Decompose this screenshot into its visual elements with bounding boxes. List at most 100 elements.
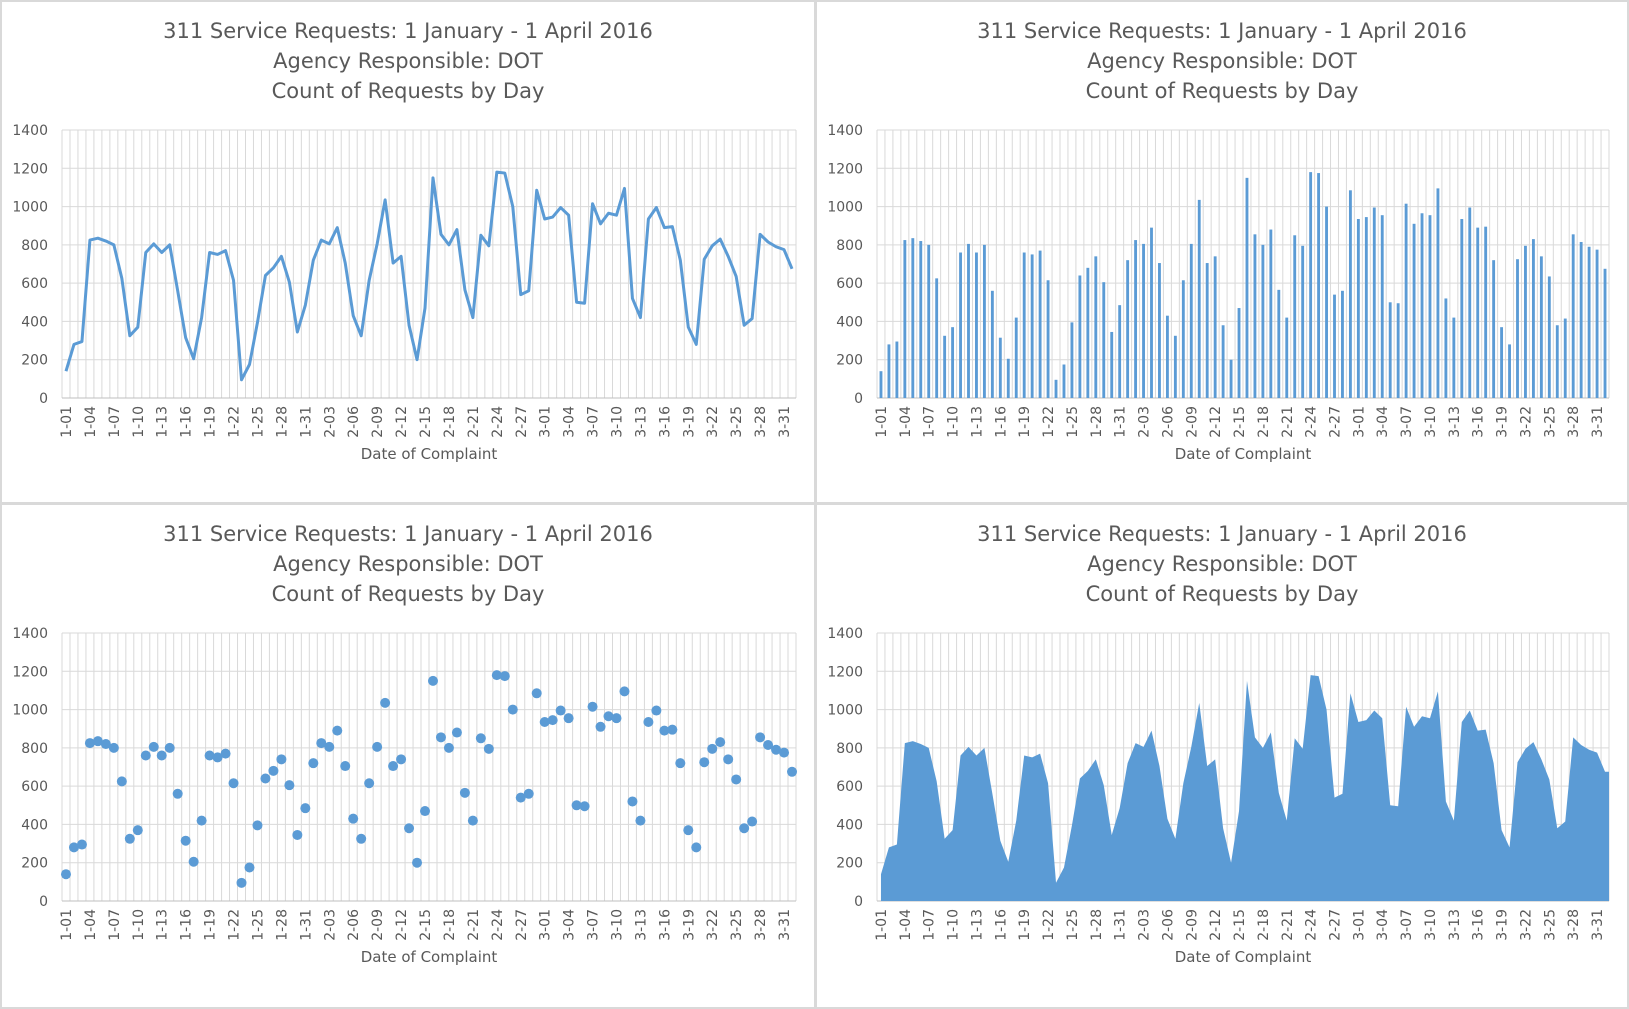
bar-3-25 xyxy=(1547,276,1551,398)
scatter-point-3-30 xyxy=(771,744,782,755)
bar-3-29 xyxy=(1579,241,1583,398)
x-tick-label: 3-25 xyxy=(729,909,745,941)
bar-2-04 xyxy=(1150,227,1153,398)
bar-1-16 xyxy=(998,337,1002,398)
x-tick-label: 1-16 xyxy=(993,406,1009,438)
scatter-point-1-06 xyxy=(100,739,111,750)
bar-2-19 xyxy=(1269,229,1273,398)
y-tick-label: 600 xyxy=(836,276,863,292)
x-tick-label: 1-31 xyxy=(1113,909,1129,941)
x-tick-label: 2-27 xyxy=(1328,909,1344,941)
bar-3-07 xyxy=(1404,203,1408,398)
y-tick-label: 0 xyxy=(39,391,48,407)
x-tick-label: 1-16 xyxy=(993,909,1009,941)
bar-1-28 xyxy=(1094,256,1098,398)
bar-1-23 xyxy=(1054,379,1058,398)
x-tick-label: 2-03 xyxy=(1137,406,1153,438)
series-marks xyxy=(64,170,794,382)
bar-chart: 311 Service Requests: 1 January - 1 Apri… xyxy=(827,19,1610,463)
scatter-point-3-04 xyxy=(563,713,574,724)
x-tick-label: 1-28 xyxy=(274,909,290,941)
x-tick-label: 3-31 xyxy=(1590,909,1606,941)
scatter-point-2-18 xyxy=(443,742,454,753)
scatter-point-1-11 xyxy=(140,750,151,761)
series-marks xyxy=(60,670,798,888)
bar-1-05 xyxy=(911,238,915,398)
bar-3-11 xyxy=(1436,188,1440,398)
bar-1-11 xyxy=(959,252,962,398)
scatter-point-3-25 xyxy=(731,774,742,785)
bar-2-01 xyxy=(1126,260,1130,398)
scatter-point-1-15 xyxy=(172,788,183,799)
scatter-point-3-28 xyxy=(755,732,766,743)
x-tick-label: 3-19 xyxy=(1495,909,1511,941)
x-tick-label: 3-01 xyxy=(538,406,554,438)
x-tick-label: 2-18 xyxy=(442,406,458,438)
gridlines xyxy=(876,129,1610,399)
scatter-point-3-18 xyxy=(675,758,686,769)
x-tick-label: 2-24 xyxy=(1304,909,1320,941)
bar-3-04 xyxy=(1380,215,1384,398)
y-tick-label: 800 xyxy=(836,741,863,757)
bar-2-17 xyxy=(1253,234,1257,398)
x-tick-label: 2-27 xyxy=(1328,406,1344,438)
bar-2-26 xyxy=(1325,206,1328,398)
x-tick-label: 2-18 xyxy=(1256,406,1272,438)
scatter-point-2-12 xyxy=(396,754,407,765)
bar-1-10 xyxy=(951,327,955,398)
scatter-point-2-24 xyxy=(491,670,502,681)
bar-3-20 xyxy=(1508,344,1511,398)
x-tick-label: 3-22 xyxy=(1518,406,1534,438)
y-tick-label: 1400 xyxy=(827,123,863,139)
scatter-point-3-13 xyxy=(635,815,646,826)
bar-1-09 xyxy=(943,335,947,398)
line-chart-panel: 311 Service Requests: 1 January - 1 Apri… xyxy=(2,2,814,502)
scatter-point-3-14 xyxy=(643,717,654,728)
bar-2-08 xyxy=(1181,280,1185,398)
x-tick-label: 3-10 xyxy=(609,909,625,941)
y-tick-label: 1400 xyxy=(12,626,48,642)
scatter-point-1-08 xyxy=(116,776,127,787)
x-tick-label: 2-21 xyxy=(466,406,482,438)
scatter-point-1-22 xyxy=(228,778,239,789)
bar-1-12 xyxy=(967,243,970,398)
scatter-point-2-15 xyxy=(420,806,431,817)
x-tick-label: 3-28 xyxy=(1566,909,1582,941)
scatter-point-3-11 xyxy=(619,686,630,697)
scatter-point-2-01 xyxy=(308,758,319,769)
scatter-point-2-02 xyxy=(316,738,327,749)
scatter-point-1-31 xyxy=(300,803,311,814)
y-tick-label: 1000 xyxy=(827,200,863,216)
series-marks xyxy=(880,675,1609,901)
x-tick-label: 1-19 xyxy=(1017,406,1033,438)
chart-title-line: Count of Requests by Day xyxy=(272,582,545,606)
scatter-point-3-21 xyxy=(699,757,710,768)
x-tick-label: 3-04 xyxy=(1375,406,1391,438)
y-tick-label: 200 xyxy=(836,353,863,369)
x-tick-label: 1-25 xyxy=(1065,909,1081,941)
y-tick-label: 200 xyxy=(836,856,863,872)
scatter-point-1-25 xyxy=(252,820,263,831)
scatter-point-2-26 xyxy=(507,704,518,715)
x-tick-label: 2-03 xyxy=(322,406,338,438)
x-axis-label: Date of Complaint xyxy=(1175,948,1312,966)
scatter-point-1-12 xyxy=(148,741,159,752)
scatter-point-2-28 xyxy=(523,788,534,799)
x-tick-label: 1-10 xyxy=(946,406,962,438)
x-tick-label: 1-13 xyxy=(155,406,171,438)
bar-3-23 xyxy=(1531,239,1535,398)
scatter-point-1-02 xyxy=(68,842,79,853)
scatter-point-1-29 xyxy=(284,780,295,791)
y-tick-label: 1000 xyxy=(827,703,863,719)
x-tick-label: 1-22 xyxy=(1041,406,1057,438)
bar-2-13 xyxy=(1221,325,1225,398)
x-tick-label: 3-22 xyxy=(705,406,721,438)
scatter-point-3-16 xyxy=(659,725,670,736)
y-tick-label: 200 xyxy=(21,353,48,369)
x-tick-label: 3-16 xyxy=(657,909,673,941)
y-tick-label: 600 xyxy=(21,779,48,795)
x-axis-label: Date of Complaint xyxy=(1175,445,1312,463)
bar-1-08 xyxy=(935,278,939,398)
line-chart: 311 Service Requests: 1 January - 1 Apri… xyxy=(12,19,797,463)
x-tick-label: 1-07 xyxy=(922,406,938,438)
